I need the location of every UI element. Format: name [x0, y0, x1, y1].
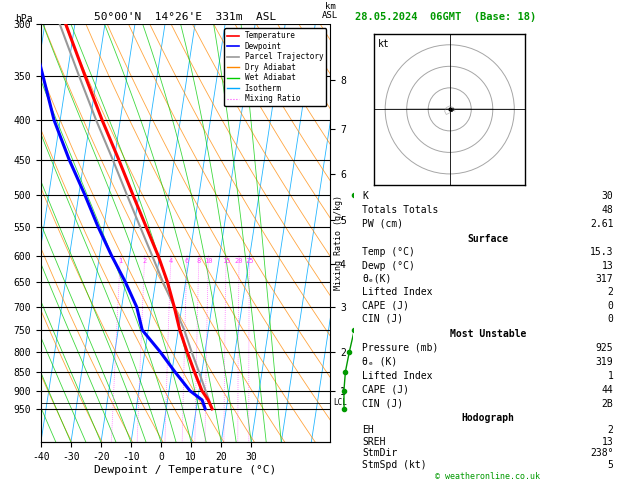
Text: 25: 25	[245, 259, 253, 264]
Text: © weatheronline.co.uk: © weatheronline.co.uk	[435, 472, 540, 481]
Text: 2B: 2B	[602, 399, 613, 409]
Text: SREH: SREH	[362, 436, 386, 447]
Text: 2: 2	[143, 259, 147, 264]
Text: 1: 1	[608, 371, 613, 381]
Text: 1: 1	[118, 259, 123, 264]
Text: 10: 10	[204, 259, 213, 264]
Text: 4: 4	[169, 259, 173, 264]
Text: CAPE (J): CAPE (J)	[362, 301, 409, 311]
Text: 0: 0	[608, 301, 613, 311]
Text: CIN (J): CIN (J)	[362, 399, 403, 409]
Text: Mixing Ratio (g/kg): Mixing Ratio (g/kg)	[334, 195, 343, 291]
Text: 48: 48	[602, 205, 613, 215]
Text: 2: 2	[608, 287, 613, 297]
Text: StmSpd (kt): StmSpd (kt)	[362, 460, 426, 470]
Text: 6: 6	[185, 259, 189, 264]
Text: θₑ(K): θₑ(K)	[362, 274, 391, 284]
Text: StmDir: StmDir	[362, 449, 398, 458]
Text: 319: 319	[596, 357, 613, 366]
Text: 28.05.2024  06GMT  (Base: 18): 28.05.2024 06GMT (Base: 18)	[355, 12, 537, 22]
Title: 50°00'N  14°26'E  331m  ASL: 50°00'N 14°26'E 331m ASL	[94, 12, 277, 22]
Text: θₑ (K): θₑ (K)	[362, 357, 398, 366]
Text: 44: 44	[602, 384, 613, 395]
Text: K: K	[362, 191, 368, 201]
Text: 15.3: 15.3	[590, 247, 613, 257]
X-axis label: Dewpoint / Temperature (°C): Dewpoint / Temperature (°C)	[94, 465, 277, 475]
Text: km
ASL: km ASL	[322, 2, 338, 20]
Text: Lifted Index: Lifted Index	[362, 371, 433, 381]
Text: 0: 0	[608, 314, 613, 324]
Text: CAPE (J): CAPE (J)	[362, 384, 409, 395]
Text: 5: 5	[608, 460, 613, 470]
Text: LCL: LCL	[333, 399, 347, 407]
Text: 30: 30	[602, 191, 613, 201]
Text: hPa: hPa	[15, 14, 33, 24]
Text: 238°: 238°	[590, 449, 613, 458]
Text: 2: 2	[608, 425, 613, 434]
Text: 15: 15	[222, 259, 230, 264]
Text: Surface: Surface	[467, 234, 508, 244]
Text: 20: 20	[235, 259, 243, 264]
Text: 13: 13	[602, 436, 613, 447]
Legend: Temperature, Dewpoint, Parcel Trajectory, Dry Adiabat, Wet Adiabat, Isotherm, Mi: Temperature, Dewpoint, Parcel Trajectory…	[224, 28, 326, 106]
Text: kt: kt	[377, 38, 389, 49]
Text: Pressure (mb): Pressure (mb)	[362, 343, 438, 353]
Text: 2.61: 2.61	[590, 219, 613, 229]
Text: PW (cm): PW (cm)	[362, 219, 403, 229]
Text: 317: 317	[596, 274, 613, 284]
Text: Totals Totals: Totals Totals	[362, 205, 438, 215]
Text: Dewp (°C): Dewp (°C)	[362, 260, 415, 271]
Text: Lifted Index: Lifted Index	[362, 287, 433, 297]
Text: CIN (J): CIN (J)	[362, 314, 403, 324]
Text: EH: EH	[362, 425, 374, 434]
Text: 925: 925	[596, 343, 613, 353]
Text: Most Unstable: Most Unstable	[450, 329, 526, 339]
Text: Temp (°C): Temp (°C)	[362, 247, 415, 257]
Text: 13: 13	[602, 260, 613, 271]
Text: 8: 8	[197, 259, 201, 264]
Text: Hodograph: Hodograph	[461, 413, 515, 423]
